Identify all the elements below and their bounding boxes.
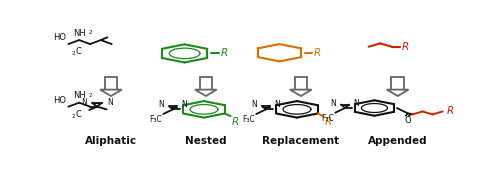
Text: N: N	[158, 100, 164, 109]
Text: $_2$C: $_2$C	[72, 46, 83, 58]
Polygon shape	[100, 90, 122, 96]
Text: R: R	[446, 106, 454, 116]
Text: N: N	[354, 99, 360, 108]
Text: Nested: Nested	[185, 136, 226, 146]
Text: N: N	[107, 98, 113, 107]
Text: HO: HO	[54, 96, 66, 105]
Text: N: N	[81, 98, 87, 107]
Text: R: R	[232, 117, 239, 127]
Polygon shape	[200, 77, 212, 90]
Polygon shape	[104, 77, 117, 90]
Polygon shape	[392, 77, 404, 90]
Text: R: R	[314, 48, 321, 58]
Text: N: N	[330, 99, 336, 108]
Polygon shape	[387, 90, 408, 96]
Text: R: R	[220, 48, 228, 58]
Text: $_2$: $_2$	[88, 91, 92, 100]
Text: O: O	[404, 116, 411, 125]
Text: $_2$: $_2$	[88, 28, 92, 37]
Text: $_2$C: $_2$C	[72, 108, 83, 121]
Text: Aliphatic: Aliphatic	[85, 136, 137, 146]
Text: F₃C: F₃C	[242, 115, 255, 124]
Polygon shape	[294, 77, 307, 90]
Text: R: R	[402, 42, 409, 52]
Polygon shape	[290, 90, 312, 96]
Text: Appended: Appended	[368, 136, 428, 146]
Text: F₃C: F₃C	[322, 114, 334, 123]
Polygon shape	[195, 90, 216, 96]
Text: F₃C: F₃C	[150, 115, 162, 124]
Text: N: N	[252, 100, 258, 109]
Text: HO: HO	[54, 33, 66, 43]
Text: NH: NH	[73, 91, 86, 100]
Text: R: R	[324, 117, 332, 127]
Text: N: N	[274, 100, 280, 109]
Text: N: N	[182, 100, 187, 109]
Text: Replacement: Replacement	[262, 136, 340, 146]
Text: NH: NH	[73, 29, 86, 38]
